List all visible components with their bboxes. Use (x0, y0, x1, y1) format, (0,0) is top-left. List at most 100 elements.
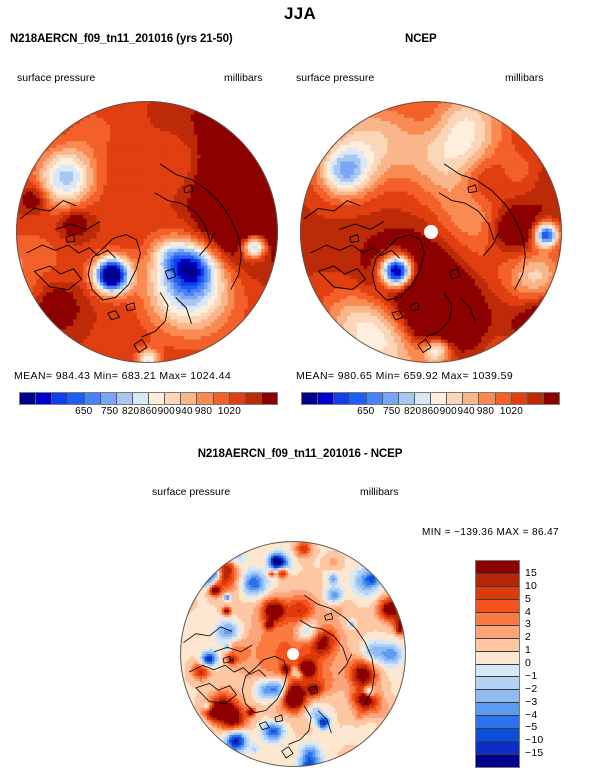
coastline (371, 234, 425, 301)
colorbar-tick-15: 15 (525, 566, 538, 579)
map-canvas (180, 541, 406, 767)
polar-map-obs[interactable] (300, 101, 562, 363)
colorbar-band-0 (20, 393, 37, 404)
coastline (141, 292, 169, 338)
colorbar-band-6 (476, 638, 519, 652)
colorbar-tick-1020: 1020 (217, 406, 241, 417)
colorbar-tick-650: 650 (75, 406, 93, 417)
coastline (391, 310, 404, 321)
colorbar-band-1 (476, 573, 519, 587)
colorbar-absolute-model[interactable]: 650 750 820 860 900 940 980 1020 (19, 392, 278, 420)
colorbar-tick-5: 5 (525, 592, 532, 605)
coastline (308, 685, 319, 696)
coastline (448, 268, 461, 280)
polar-map-model[interactable] (16, 101, 278, 363)
field-label-model: surface pressure (17, 72, 96, 84)
pole-data-hole (286, 647, 300, 661)
map-boundary-circle (16, 101, 278, 363)
colorbar-band-12 (495, 393, 512, 404)
colorbar-tick-3: 3 (525, 618, 532, 631)
colorbar-tick-minus3: −3 (525, 695, 538, 708)
colorbar-band-14 (476, 742, 519, 756)
colorbar-band-2 (52, 393, 69, 404)
units-label-difference: millibars (360, 486, 399, 498)
colorbar-swatches (19, 392, 278, 405)
coastline (483, 231, 500, 256)
colorbar-tick-900: 900 (157, 406, 175, 417)
colorbar-band-0 (302, 393, 319, 404)
polar-map-difference[interactable] (180, 541, 406, 767)
colorbar-band-4 (84, 393, 101, 404)
coastline (55, 221, 101, 230)
colorbar-tick-labels: 650 750 820 860 900 940 980 1020 (301, 406, 560, 420)
colorbar-band-14 (245, 393, 262, 404)
coastline (33, 265, 82, 291)
colorbar-band-3 (350, 393, 367, 404)
colorbar-band-8 (476, 664, 519, 678)
colorbar-tick-980: 980 (194, 406, 213, 417)
colorbar-band-15 (543, 393, 559, 404)
coastline (299, 619, 348, 661)
season-title: JJA (283, 4, 317, 23)
coastline (317, 265, 366, 291)
colorbar-absolute-obs[interactable]: 650 750 820 860 900 940 980 1020 (301, 392, 560, 420)
coastline (324, 612, 333, 621)
colorbar-tick-860: 860 (139, 406, 158, 417)
coastline (125, 302, 136, 312)
colorbar-band-6 (116, 393, 133, 404)
colorbar-band-12 (213, 393, 230, 404)
pole-data-hole (423, 224, 439, 240)
units-label-model: millibars (224, 72, 263, 84)
coastline (65, 234, 76, 243)
colorbar-tick-10: 10 (525, 579, 538, 592)
colorbar-band-5 (100, 393, 117, 404)
colorbar-band-10 (463, 393, 480, 404)
coastline (438, 192, 495, 241)
coastline (199, 231, 216, 256)
colorbar-tick-4: 4 (525, 605, 532, 618)
coastline (443, 163, 526, 290)
coastline (26, 244, 116, 259)
coastline (154, 192, 211, 241)
colorbar-band-5 (476, 625, 519, 639)
coastline (304, 594, 375, 704)
colorbar-band-1 (318, 393, 335, 404)
colorbar-band-2 (476, 586, 519, 600)
colorbar-band-15 (261, 393, 277, 404)
coastline (317, 710, 332, 734)
colorbar-tick-labels: 650 750 820 860 900 940 980 1020 (19, 406, 278, 420)
units-label-obs: millibars (505, 72, 544, 84)
coastline (349, 234, 360, 243)
coastline (425, 292, 453, 338)
colorbar-band-12 (476, 716, 519, 730)
colorbar-band-4 (366, 393, 383, 404)
colorbar-tick-980: 980 (476, 406, 495, 417)
colorbar-tick-0: 0 (525, 657, 532, 669)
coastline (339, 221, 385, 230)
colorbar-band-14 (527, 393, 544, 404)
coastline (459, 297, 476, 324)
coastline (159, 163, 242, 290)
panel-title-obs: NCEP (405, 33, 437, 45)
colorbar-band-7 (414, 393, 431, 404)
coastline (213, 644, 253, 653)
colorbar-band-4 (476, 612, 519, 626)
colorbar-tick-minus4: −4 (525, 708, 538, 721)
coastline (188, 664, 267, 677)
colorbar-band-5 (382, 393, 399, 404)
colorbar-tick-minus1: −1 (525, 669, 538, 682)
coastline (467, 184, 478, 194)
colorbar-band-13 (476, 729, 519, 743)
colorbar-tick-820: 820 (122, 406, 140, 417)
coastline (281, 746, 294, 759)
field-label-difference: surface pressure (152, 486, 231, 498)
colorbar-swatches (475, 560, 520, 768)
map-canvas (16, 101, 278, 363)
coastline (310, 244, 400, 259)
colorbar-tick-minus15: −15 (525, 747, 544, 760)
colorbar-band-1 (36, 393, 53, 404)
coastline (417, 338, 432, 353)
map-canvas (300, 101, 562, 363)
colorbar-tick-860: 860 (421, 406, 440, 417)
colorbar-tick-1020: 1020 (499, 406, 523, 417)
